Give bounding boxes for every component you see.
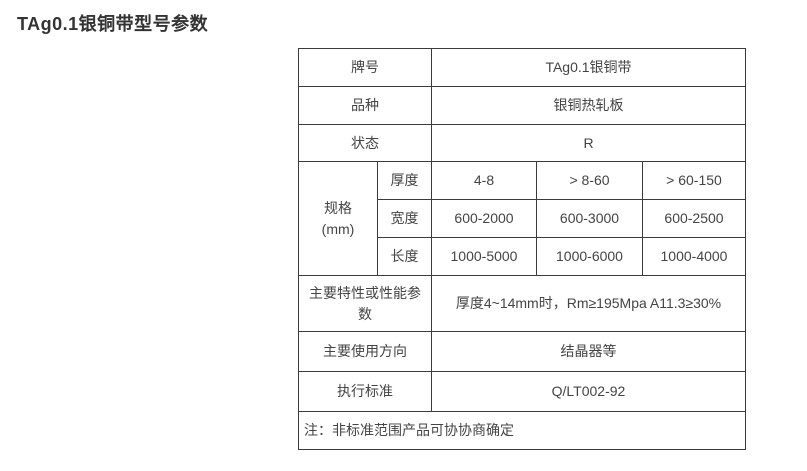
variety-label: 品种 <box>298 86 432 125</box>
width-value-3: 600-2500 <box>642 199 746 238</box>
length-value-1: 1000-5000 <box>431 237 537 276</box>
row-spec-length: 长度 1000-5000 1000-6000 1000-4000 <box>299 237 746 276</box>
width-value-1: 600-2000 <box>431 199 537 238</box>
features-value: 厚度4~14mm时，Rm≥195Mpa A11.3≥30% <box>431 275 746 332</box>
brand-value: TAg0.1银铜带 <box>431 48 746 87</box>
row-spec-thickness: 规格 (mm) 厚度 4-8 > 8-60 > 60-150 <box>298 161 746 276</box>
usage-label: 主要使用方向 <box>298 331 432 372</box>
features-label: 主要特性或性能参数 <box>298 275 432 332</box>
status-value: R <box>431 124 746 162</box>
usage-value: 结晶器等 <box>431 331 746 372</box>
row-variety: 品种 银铜热轧板 <box>298 86 746 125</box>
length-value-3: 1000-4000 <box>642 237 746 276</box>
row-spec-width: 宽度 600-2000 600-3000 600-2500 <box>299 199 746 238</box>
spec-label: 规格 (mm) <box>298 161 378 276</box>
spec-label-line2: (mm) <box>321 220 355 237</box>
length-label: 长度 <box>377 237 432 276</box>
width-label: 宽度 <box>377 199 432 238</box>
row-standard: 执行标准 Q/LT002-92 <box>298 371 746 412</box>
standard-label: 执行标准 <box>298 371 432 412</box>
standard-value: Q/LT002-92 <box>431 371 746 412</box>
row-status: 状态 R <box>298 124 746 162</box>
status-label: 状态 <box>298 124 432 162</box>
row-brand: 牌号 TAg0.1银铜带 <box>298 48 746 87</box>
spec-label-line1: 规格 <box>324 200 352 217</box>
thickness-value-3: > 60-150 <box>642 161 746 200</box>
brand-label: 牌号 <box>298 48 432 87</box>
spec-table: 牌号 TAg0.1银铜带 品种 银铜热轧板 状态 R 规格 (mm) 厚度 4-… <box>298 48 746 450</box>
row-usage: 主要使用方向 结晶器等 <box>298 331 746 372</box>
note-text: 注：非标准范围产品可协协商确定 <box>298 411 746 450</box>
variety-value: 银铜热轧板 <box>431 86 746 125</box>
row-features: 主要特性或性能参数 厚度4~14mm时，Rm≥195Mpa A11.3≥30% <box>298 275 746 332</box>
thickness-label: 厚度 <box>377 161 432 200</box>
width-value-2: 600-3000 <box>536 199 643 238</box>
row-note: 注：非标准范围产品可协协商确定 <box>298 411 746 450</box>
length-value-2: 1000-6000 <box>536 237 643 276</box>
page-title: TAg0.1银铜带型号参数 <box>17 14 209 34</box>
thickness-value-2: > 8-60 <box>536 161 643 200</box>
thickness-value-1: 4-8 <box>431 161 537 200</box>
